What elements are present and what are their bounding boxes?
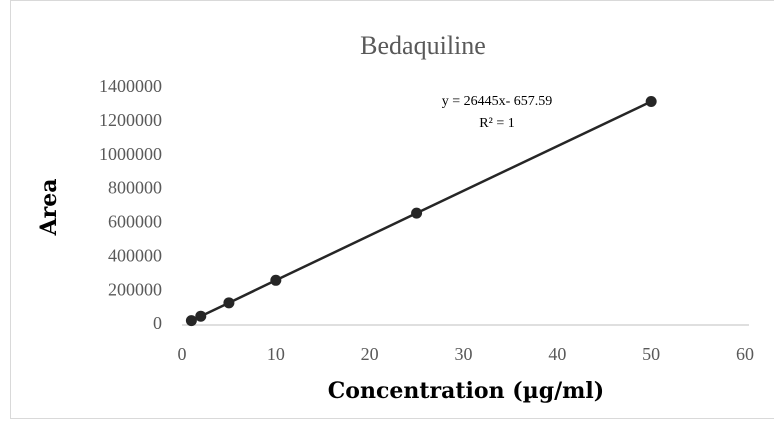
data-point [645,96,657,108]
y-axis-title: Area [36,179,62,237]
x-tick-label: 60 [736,344,754,364]
x-tick-label: 30 [455,344,473,364]
equation: y = 26445x- 657.59 [442,94,553,109]
y-tick-label: 400000 [108,245,162,265]
r-squared: R² = 1 [479,116,514,131]
chart-border [10,0,774,419]
data-point [270,274,282,286]
x-tick-label: 20 [361,344,379,364]
y-tick-label: 1400000 [99,76,162,96]
data-point [223,297,235,309]
y-tick-label: 1000000 [99,144,162,164]
y-tick-label: 200000 [108,279,162,299]
y-tick-label: 800000 [108,178,162,198]
chart-title: Bedaquiline [360,31,486,60]
x-tick-label: 0 [178,344,187,364]
x-tick-label: 50 [642,344,660,364]
data-point [411,207,423,219]
x-axis-title: Concentration (µg/ml) [328,378,604,404]
y-tick-label: 0 [153,313,162,333]
y-tick-label: 600000 [108,212,162,232]
x-tick-label: 10 [267,344,285,364]
x-tick-label: 40 [548,344,566,364]
data-point [185,315,197,327]
data-point [195,310,207,322]
y-tick-label: 1200000 [99,110,162,130]
